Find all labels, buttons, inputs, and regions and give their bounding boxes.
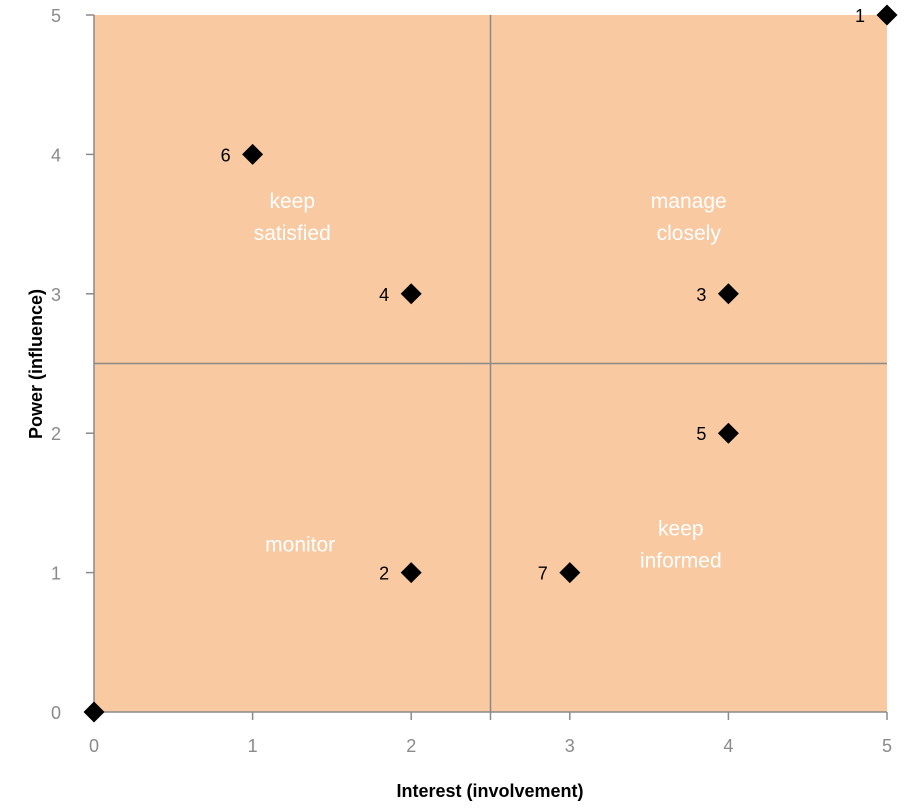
data-point-label: 1: [855, 6, 865, 26]
data-point: [83, 701, 105, 723]
data-point-label: 4: [379, 285, 389, 305]
quadrant-label: keep: [658, 518, 704, 541]
data-point: [559, 562, 581, 584]
data-point: [717, 422, 739, 444]
x-tick-label: 2: [406, 736, 416, 756]
data-point-label: 7: [538, 564, 548, 584]
x-tick-label: 1: [248, 736, 258, 756]
quadrant-label: satisfied: [254, 222, 331, 245]
y-axis-title: Power (influence): [26, 289, 46, 439]
y-tick-label: 1: [51, 564, 61, 584]
quadrant-label: monitor: [265, 534, 335, 557]
quadrant-label: keep: [269, 190, 315, 213]
data-point: [876, 4, 898, 26]
data-point-label: 6: [221, 145, 231, 165]
quadrant-label: informed: [640, 550, 722, 573]
y-tick-label: 4: [51, 145, 61, 165]
x-tick-label: 5: [882, 736, 892, 756]
quadrant-label: manage: [651, 190, 727, 213]
quadrant-label: closely: [657, 222, 722, 245]
data-point: [242, 143, 264, 165]
data-point: [400, 283, 422, 305]
y-tick-label: 0: [51, 703, 61, 723]
y-tick-label: 3: [51, 285, 61, 305]
data-point-label: 5: [696, 424, 706, 444]
x-axis-title: Interest (involvement): [396, 781, 583, 801]
y-tick-label: 5: [51, 6, 61, 26]
y-tick-label: 2: [51, 424, 61, 444]
data-point-label: 3: [696, 285, 706, 305]
x-tick-label: 3: [565, 736, 575, 756]
data-point: [717, 283, 739, 305]
x-tick-label: 4: [723, 736, 733, 756]
data-point: [400, 562, 422, 584]
x-tick-label: 0: [89, 736, 99, 756]
data-point-label: 2: [379, 564, 389, 584]
